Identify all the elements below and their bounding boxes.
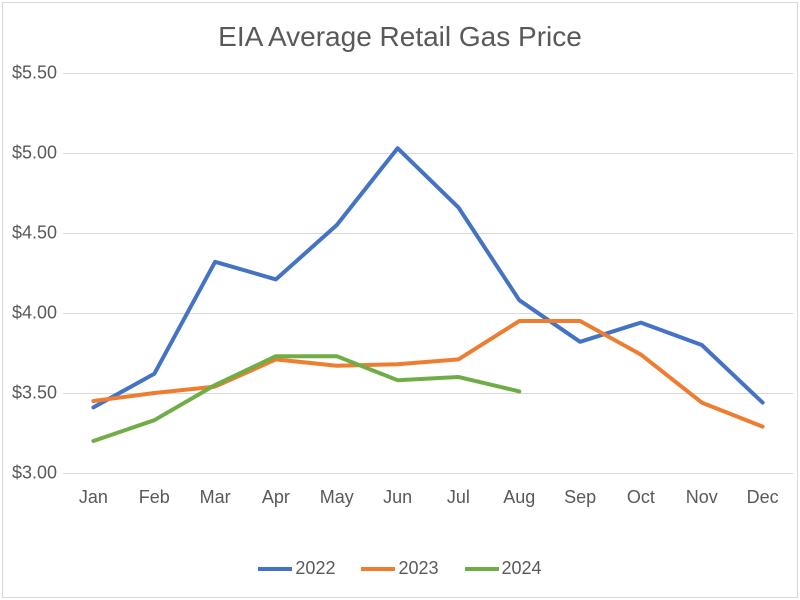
- x-axis-tick-label: Feb: [139, 487, 170, 508]
- plot-area: $3.00$3.50$4.00$4.50$5.00$5.50JanFebMarA…: [63, 73, 793, 473]
- legend-swatch: [361, 567, 395, 571]
- x-axis-tick-label: Aug: [503, 487, 535, 508]
- x-axis-tick-label: Dec: [747, 487, 779, 508]
- chart-title: EIA Average Retail Gas Price: [3, 21, 797, 53]
- chart-container: EIA Average Retail Gas Price $3.00$3.50$…: [2, 2, 798, 598]
- legend-label: 2023: [398, 558, 438, 579]
- legend-item-2023: 2023: [361, 558, 438, 579]
- x-axis-tick-label: Mar: [200, 487, 231, 508]
- series-line-2023: [93, 321, 762, 427]
- x-axis-tick-label: Jun: [383, 487, 412, 508]
- x-axis-tick-label: Jul: [447, 487, 470, 508]
- gridline: [63, 473, 793, 474]
- series-line-2022: [93, 148, 762, 407]
- y-axis-tick-label: $4.50: [0, 223, 57, 244]
- legend-label: 2024: [502, 558, 542, 579]
- legend-item-2024: 2024: [465, 558, 542, 579]
- legend-item-2022: 2022: [258, 558, 335, 579]
- x-axis-tick-label: Apr: [262, 487, 290, 508]
- x-axis-tick-label: Jan: [79, 487, 108, 508]
- x-axis-tick-label: May: [320, 487, 354, 508]
- y-axis-tick-label: $3.00: [0, 463, 57, 484]
- x-axis-tick-label: Sep: [564, 487, 596, 508]
- legend-label: 2022: [295, 558, 335, 579]
- y-axis-tick-label: $4.00: [0, 303, 57, 324]
- legend: 2022 2023 2024: [3, 558, 797, 579]
- x-axis-tick-label: Oct: [627, 487, 655, 508]
- x-axis-tick-label: Nov: [686, 487, 718, 508]
- y-axis-tick-label: $5.00: [0, 143, 57, 164]
- line-series-group: [63, 73, 793, 473]
- legend-swatch: [465, 567, 499, 571]
- y-axis-tick-label: $3.50: [0, 383, 57, 404]
- y-axis-tick-label: $5.50: [0, 63, 57, 84]
- legend-swatch: [258, 567, 292, 571]
